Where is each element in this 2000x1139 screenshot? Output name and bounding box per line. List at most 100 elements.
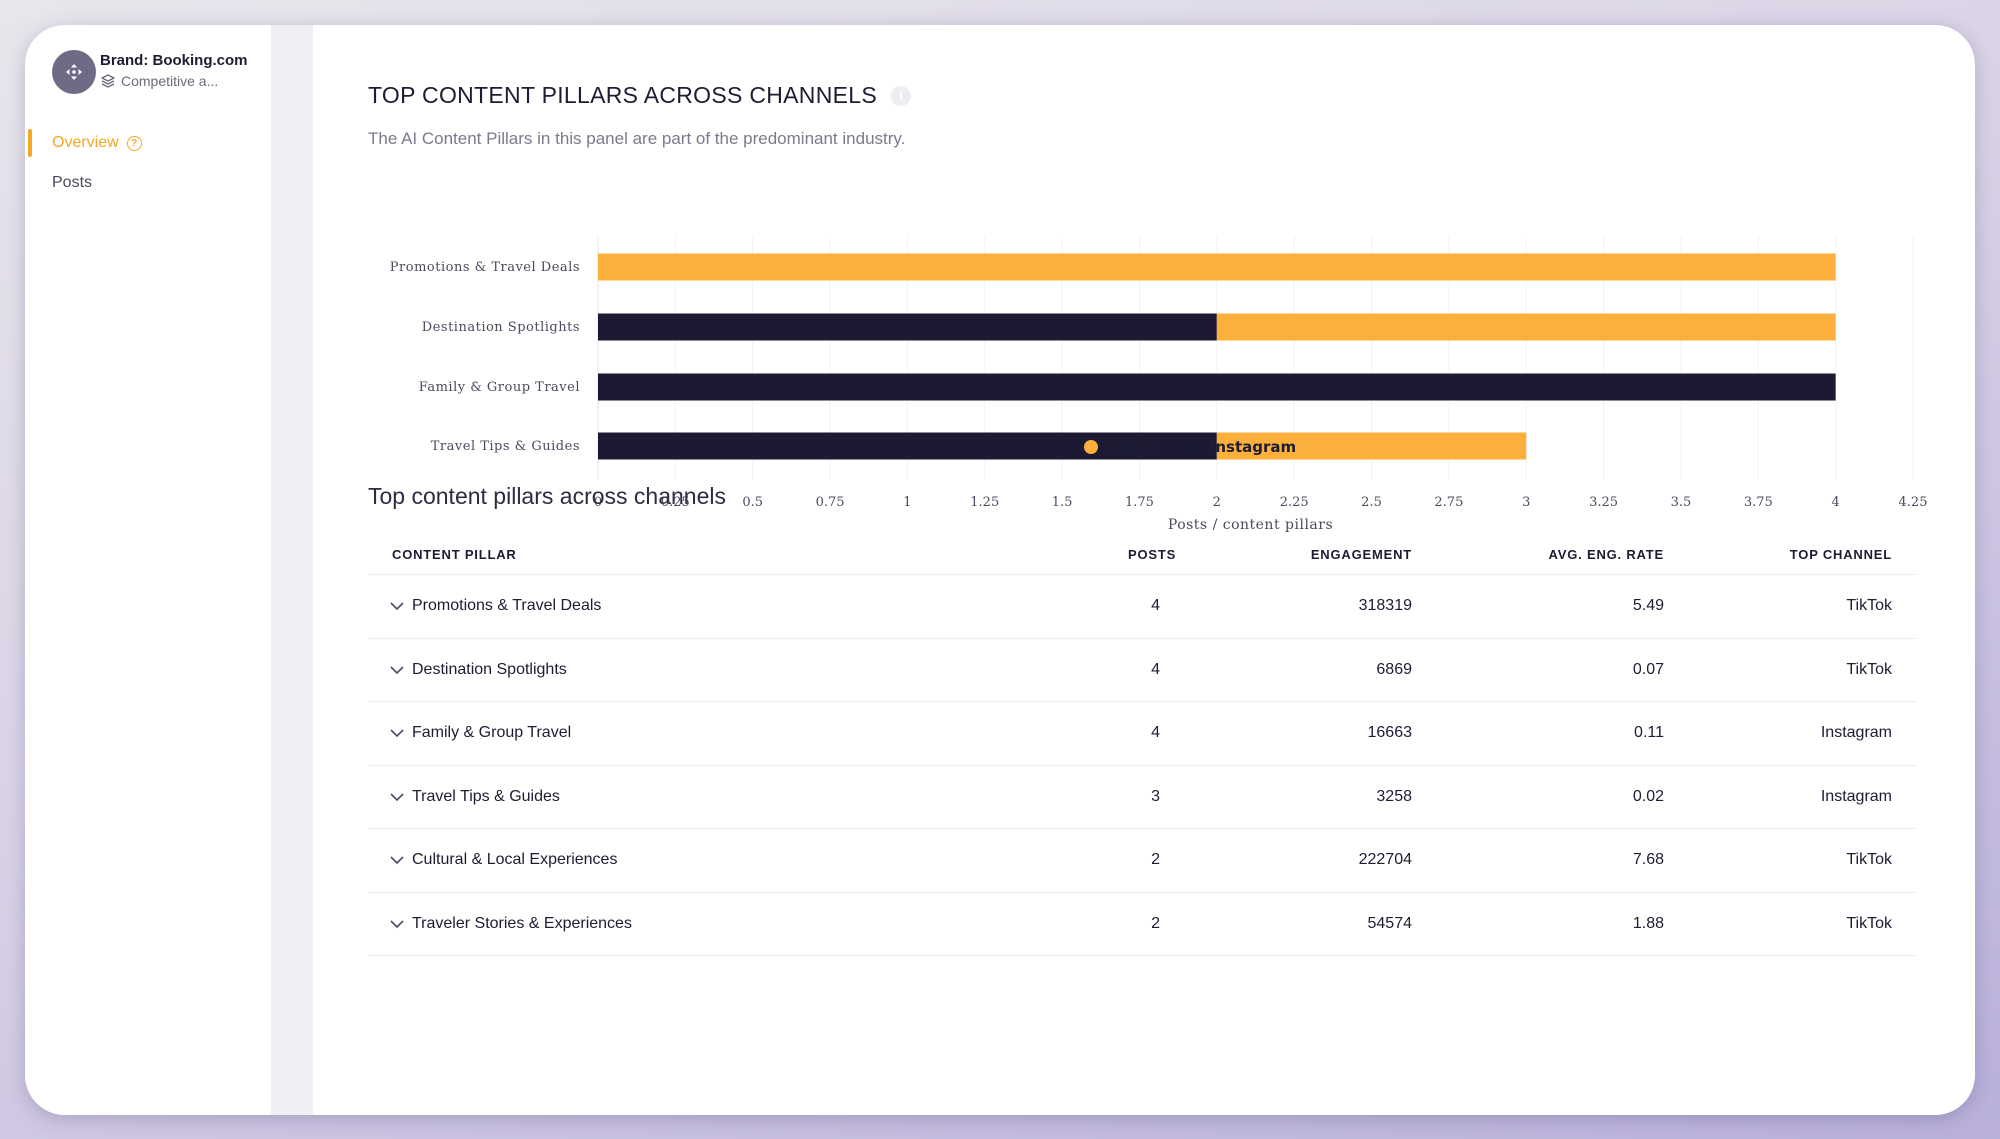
cell-posts: 4 <box>1151 597 1160 615</box>
cell-avg-eng-rate: 0.07 <box>1632 660 1664 678</box>
x-tick-label: 2.5 <box>1361 495 1382 510</box>
table-row[interactable]: Cultural & Local Experiences 2 222704 7.68 T… <box>368 829 1916 893</box>
x-tick-label: 0.5 <box>742 495 763 510</box>
pillars-table: CONTENT PILLAR POSTS ENGAGEMENT AVG. ENG… <box>368 535 1916 956</box>
table-row[interactable]: Family & Group Travel 4 16663 0.11 Instagram <box>368 702 1916 766</box>
legend-item-tiktok[interactable]: TikTok <box>1083 438 1160 456</box>
x-tick-label: 4.25 <box>1899 495 1928 510</box>
chevron-down-icon[interactable] <box>390 665 404 675</box>
chevron-down-icon[interactable] <box>390 728 404 738</box>
x-tick-label: 0.75 <box>816 495 845 510</box>
cell-engagement: 6869 <box>1376 660 1412 678</box>
page-title: TOP CONTENT PILLARS ACROSS CHANNELS <box>368 82 877 108</box>
bar-instagram <box>598 432 1217 460</box>
cell-content-pillar[interactable]: Family & Group Travel <box>368 724 1128 742</box>
brand-name: Brand: Booking.com <box>100 52 248 69</box>
legend-dot-tiktok <box>1083 440 1098 454</box>
chevron-down-icon[interactable] <box>390 919 404 929</box>
cell-posts: 4 <box>1151 660 1160 678</box>
sidebar-item-posts[interactable]: Posts <box>25 163 271 203</box>
header-engagement[interactable]: ENGAGEMENT <box>1310 547 1412 562</box>
brand-subtitle: Competitive a... <box>100 73 248 89</box>
legend-label: TikTok <box>1105 438 1160 456</box>
brand-avatar <box>52 50 96 94</box>
legend-item-instagram[interactable]: Instagram <box>1187 438 1296 456</box>
cell-engagement: 3258 <box>1376 787 1412 805</box>
cell-content-pillar[interactable]: Travel Tips & Guides <box>368 788 1128 806</box>
pillar-name: Travel Tips & Guides <box>412 787 560 805</box>
cell-posts: 2 <box>1151 914 1160 932</box>
chart-legend: TikTok Instagram <box>320 438 1970 456</box>
sidebar-item-label: Posts <box>52 174 93 191</box>
chevron-down-icon[interactable] <box>390 792 404 802</box>
x-tick-label: 0 <box>594 495 602 510</box>
cell-content-pillar[interactable]: Destination Spotlights <box>368 661 1128 679</box>
pillar-name: Family & Group Travel <box>412 724 572 742</box>
cell-top-channel: TikTok <box>1846 851 1892 869</box>
sidebar-item-overview[interactable]: Overview ? <box>25 123 271 163</box>
cell-top-channel: TikTok <box>1846 660 1892 678</box>
cell-avg-eng-rate: 5.49 <box>1632 597 1664 615</box>
cell-content-pillar[interactable]: Cultural & Local Experiences <box>368 851 1128 869</box>
chevron-down-icon[interactable] <box>390 601 404 611</box>
chevron-down-icon[interactable] <box>390 855 404 865</box>
help-icon[interactable]: ? <box>126 135 142 151</box>
app-window: Brand: Booking.com Competitive a... Over… <box>25 25 1975 1115</box>
sidebar: Brand: Booking.com Competitive a... Over… <box>25 25 271 1115</box>
bar-instagram <box>598 313 1217 341</box>
cell-posts: 2 <box>1151 851 1160 869</box>
info-icon[interactable]: i <box>890 85 911 106</box>
category-label: Travel Tips & Guides <box>431 439 580 454</box>
sidebar-nav: Overview ? Posts <box>25 123 271 203</box>
brand-subtitle-text: Competitive a... <box>121 73 219 89</box>
brand-header[interactable]: Brand: Booking.com Competitive a... <box>52 48 248 94</box>
cell-content-pillar[interactable]: Traveler Stories & Experiences <box>368 915 1128 933</box>
x-tick-label: 2 <box>1213 495 1221 510</box>
table-header: CONTENT PILLAR POSTS ENGAGEMENT AVG. ENG… <box>368 535 1916 575</box>
x-tick-label: 4 <box>1832 495 1840 510</box>
cell-top-channel: Instagram <box>1820 724 1892 742</box>
pillar-name: Promotions & Travel Deals <box>412 597 602 615</box>
table-row[interactable]: Promotions & Travel Deals 4 318319 5.49 TikT… <box>368 575 1916 639</box>
content-gutter <box>271 25 313 1115</box>
cell-avg-eng-rate: 7.68 <box>1632 851 1664 869</box>
x-tick-label: 1.75 <box>1125 495 1154 510</box>
cell-engagement: 318319 <box>1358 597 1412 615</box>
x-axis-label: Posts / content pillars <box>1168 517 1333 533</box>
x-tick-label: 1.5 <box>1052 495 1073 510</box>
cell-engagement: 222704 <box>1358 851 1412 869</box>
x-tick-label: 3 <box>1522 495 1530 510</box>
cell-avg-eng-rate: 1.88 <box>1632 914 1664 932</box>
pillar-name: Cultural & Local Experiences <box>412 851 618 869</box>
x-tick-label: 1 <box>903 495 911 510</box>
cell-avg-eng-rate: 0.11 <box>1634 724 1664 742</box>
cell-top-channel: TikTok <box>1846 914 1892 932</box>
x-tick-label: 2.25 <box>1280 495 1309 510</box>
table-row[interactable]: Traveler Stories & Experiences 2 54574 1.88… <box>368 893 1916 956</box>
layers-icon <box>101 74 115 88</box>
header-posts[interactable]: POSTS <box>1128 547 1177 562</box>
legend-dot-instagram <box>1187 440 1202 454</box>
x-tick-label: 2.75 <box>1434 495 1463 510</box>
cell-top-channel: Instagram <box>1820 787 1892 805</box>
cell-content-pillar[interactable]: Promotions & Travel Deals <box>368 597 1128 615</box>
bar-tiktok <box>1216 313 1836 341</box>
table-body: Promotions & Travel Deals 4 318319 5.49 TikT… <box>368 575 1916 956</box>
x-tick-label: 3.75 <box>1744 495 1773 510</box>
bar-tiktok <box>1216 432 1527 460</box>
table-row[interactable]: Destination Spotlights 4 6869 0.07 TikTok <box>368 639 1916 702</box>
header-avg-eng-rate[interactable]: AVG. ENG. RATE <box>1548 547 1664 562</box>
x-tick-label: 0.25 <box>661 495 690 510</box>
header-content-pillar[interactable]: CONTENT PILLAR <box>392 547 517 562</box>
table-title: Top content pillars across channels <box>368 483 726 509</box>
table-row[interactable]: Travel Tips & Guides 3 3258 0.02 Instagram <box>368 766 1916 829</box>
cell-engagement: 16663 <box>1367 724 1413 742</box>
panel-subtitle: The AI Content Pillars in this panel are… <box>368 129 906 148</box>
header-top-channel[interactable]: TOP CHANNEL <box>1789 547 1892 562</box>
x-tick-label: 1.25 <box>970 495 999 510</box>
cell-posts: 3 <box>1151 787 1160 805</box>
main-panel: TOP CONTENT PILLARS ACROSS CHANNELS i Th… <box>320 32 1970 1112</box>
category-label: Family & Group Travel <box>419 380 580 395</box>
sidebar-item-label: Overview <box>52 134 119 151</box>
move-icon <box>66 64 82 80</box>
